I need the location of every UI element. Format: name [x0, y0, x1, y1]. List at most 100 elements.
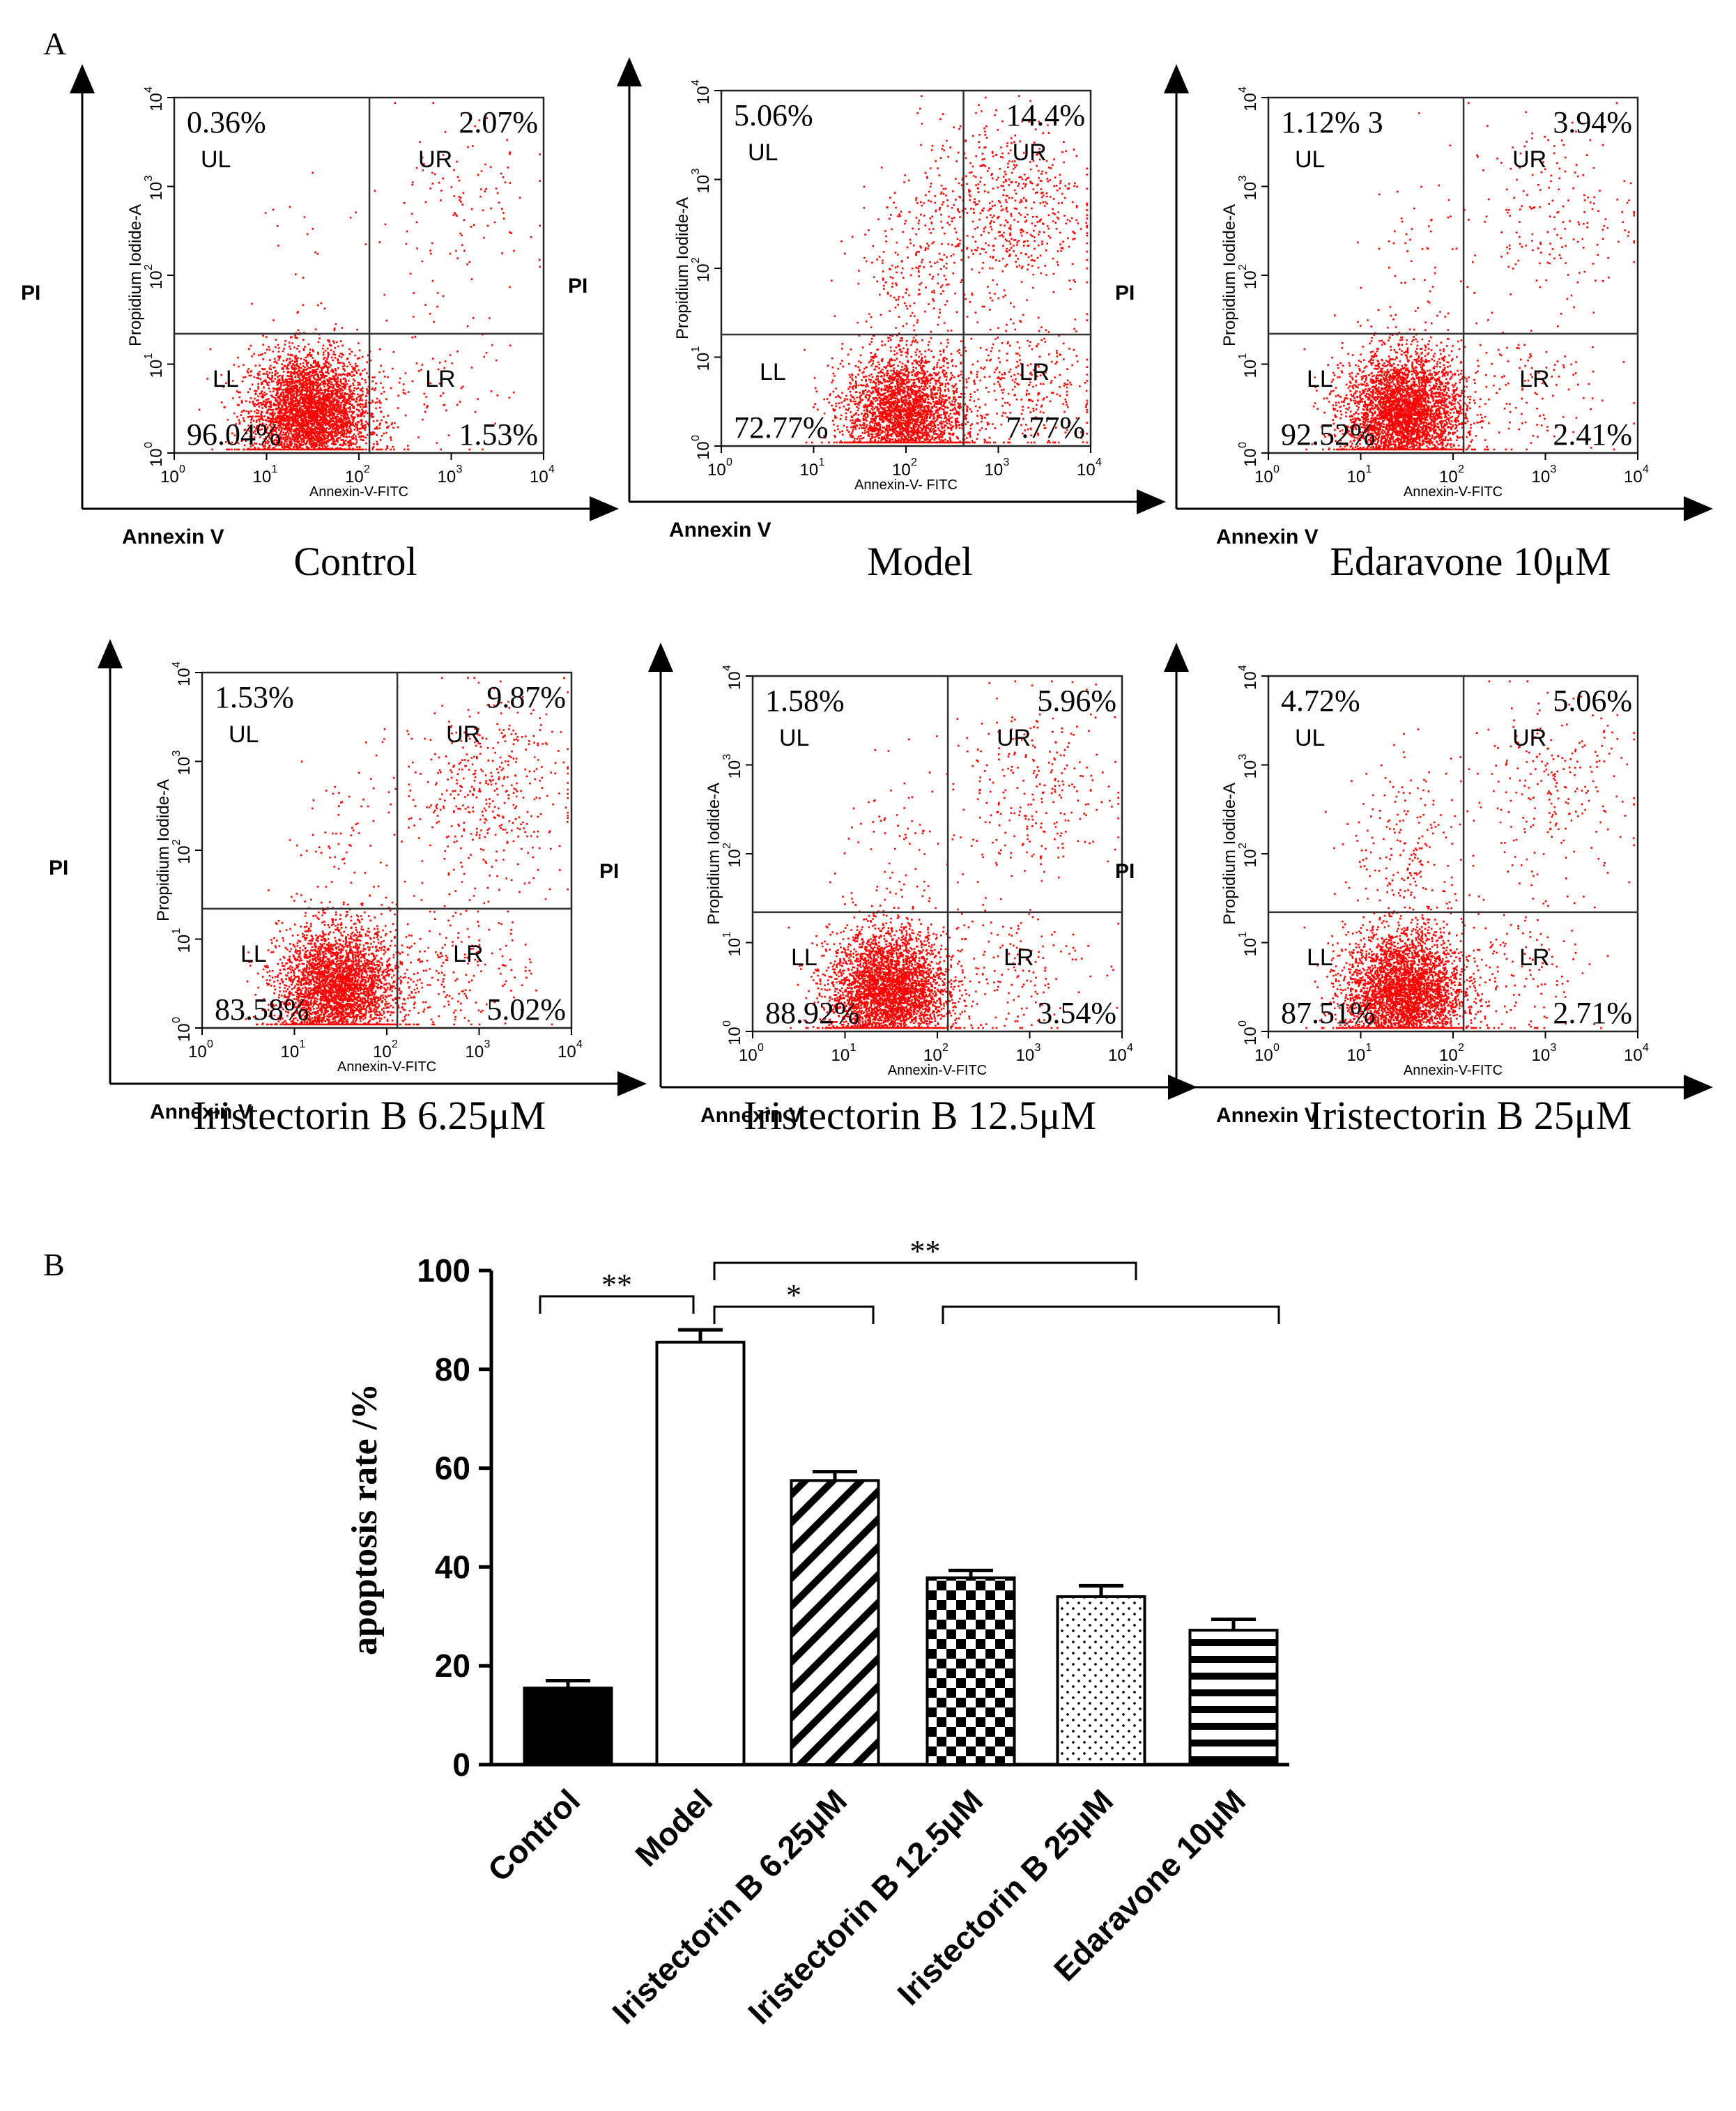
- y-tick-label-group: 104: [690, 79, 713, 105]
- lr-percent: 5.02%: [486, 992, 566, 1027]
- x-tick-label: 10: [253, 468, 272, 486]
- x-tick-label: 10: [739, 1046, 758, 1065]
- ur-percent: 14.4%: [1006, 98, 1085, 132]
- ll-label: LL: [760, 359, 786, 385]
- y-tick-label: 10: [1241, 360, 1260, 378]
- x-tick-exponent: 1: [1366, 463, 1372, 475]
- y-channel-group: Propidium Iodide-A: [705, 783, 723, 925]
- lr-label: LR: [1020, 359, 1050, 385]
- significance-label: **: [601, 1268, 632, 1302]
- y-channel-group: Propidium Iodide-A: [154, 779, 173, 921]
- y-tick-label-group: 101: [1237, 353, 1260, 378]
- y-tick-exponent: 4: [721, 665, 733, 671]
- y-tick-exponent: 2: [721, 843, 733, 849]
- x-tick-label: 10: [1439, 468, 1458, 486]
- y-tick-label: 10: [725, 671, 744, 690]
- y-tick-exponent: 1: [1237, 353, 1249, 360]
- x-tick-exponent: 3: [456, 463, 463, 475]
- y-tick-label-group: 100: [690, 435, 713, 460]
- y-tick-label-group: 104: [143, 86, 166, 112]
- x-tick-exponent: 1: [272, 463, 278, 475]
- y-tick-label: 60: [435, 1450, 470, 1487]
- y-tick-label-group: 103: [721, 754, 744, 779]
- x-axis-title: Annexin V: [700, 1104, 803, 1127]
- y-tick-label: 10: [694, 353, 713, 371]
- y-tick-label-group: 102: [721, 843, 744, 868]
- scatter-points: [804, 95, 1088, 444]
- x-tick-exponent: 4: [576, 1038, 583, 1050]
- x-tick-exponent: 4: [1643, 463, 1649, 475]
- x-tick-label: 10: [1077, 461, 1096, 479]
- y-tick-exponent: 0: [143, 442, 155, 448]
- y-tick-label-group: 102: [143, 264, 166, 289]
- y-tick-label: 10: [1241, 1027, 1260, 1045]
- ul-percent: 0.36%: [187, 105, 266, 139]
- y-tick-exponent: 4: [690, 79, 702, 86]
- x-tick-exponent: 3: [484, 1038, 491, 1050]
- category-label-group: Iristectorin B 12.5μM: [741, 1782, 990, 2031]
- ul-percent: 4.72%: [1281, 684, 1360, 718]
- panel-title: Model: [867, 539, 972, 584]
- y-tick-exponent: 2: [143, 264, 155, 270]
- y-tick-label: 10: [1241, 849, 1260, 868]
- ll-label: LL: [1307, 366, 1333, 392]
- y-tick-exponent: 0: [690, 435, 702, 441]
- y-channel-group: Propidium Iodide-A: [1220, 204, 1239, 346]
- category-label-group: Iristectorin B 6.25μM: [605, 1782, 854, 2031]
- y-tick-label: 10: [694, 263, 713, 282]
- x-channel-label: Annexin-V-FITC: [309, 484, 408, 500]
- significance-bracket: [713, 1261, 1137, 1280]
- y-tick-exponent: 2: [1237, 264, 1249, 270]
- ur-percent: 9.87%: [486, 680, 566, 714]
- x-tick-exponent: 2: [942, 1042, 948, 1054]
- ur-label: UR: [418, 146, 452, 173]
- x-tick-exponent: 1: [300, 1038, 306, 1050]
- ur-percent: 2.07%: [459, 105, 538, 139]
- lr-percent: 2.71%: [1553, 996, 1632, 1030]
- x-tick-exponent: 3: [1551, 463, 1557, 475]
- bar: [790, 1479, 880, 1766]
- lr-percent: 2.41%: [1553, 417, 1632, 452]
- y-channel-label: Propidium Iodide-A: [1220, 204, 1239, 346]
- x-tick-label: 10: [188, 1043, 207, 1061]
- category-label: Control: [481, 1782, 587, 1888]
- y-channel-label: Propidium Iodide-A: [673, 197, 692, 339]
- y-tick-label: 10: [175, 845, 194, 864]
- significance-bracket: [539, 1295, 695, 1314]
- ll-label: LL: [791, 944, 817, 971]
- x-tick-label: 10: [160, 468, 179, 486]
- significance-label: *: [786, 1278, 801, 1312]
- y-tick-label: 40: [435, 1549, 470, 1585]
- x-tick-label: 10: [1532, 1046, 1551, 1065]
- lr-percent: 7.77%: [1006, 410, 1085, 445]
- y-tick-label: 10: [1241, 448, 1260, 467]
- y-tick-label-group: 103: [171, 751, 194, 776]
- x-tick-label: 10: [923, 1046, 942, 1065]
- y-tick-label-group: 100: [171, 1017, 194, 1042]
- y-tick-exponent: 2: [1237, 843, 1249, 849]
- y-tick-label: 10: [1241, 93, 1260, 112]
- y-tick-label-group: 100: [1237, 442, 1260, 467]
- x-tick-exponent: 2: [364, 463, 370, 475]
- x-tick-label: 10: [1624, 468, 1643, 486]
- x-tick-exponent: 4: [1127, 1042, 1133, 1054]
- panel-title: Edaravone 10μM: [1330, 539, 1611, 584]
- y-tick-label: 10: [147, 448, 166, 467]
- y-tick-label: 10: [175, 668, 194, 686]
- x-tick-label: 10: [530, 468, 548, 486]
- lr-label: LR: [1004, 944, 1034, 971]
- y-axis-title: PI: [1115, 282, 1135, 305]
- y-channel-group: Propidium Iodide-A: [673, 197, 692, 339]
- ll-percent: 96.04%: [187, 417, 282, 452]
- x-channel-label: Annexin-V-FITC: [1404, 1063, 1503, 1078]
- x-tick-exponent: 3: [1004, 456, 1010, 468]
- panel-title: Control: [293, 539, 417, 584]
- ur-label: UR: [997, 725, 1031, 751]
- y-tick-label-group: 101: [690, 346, 713, 371]
- ur-label: UR: [1013, 139, 1047, 166]
- y-tick-label-group: 101: [721, 932, 744, 957]
- y-tick-label-group: 100: [143, 442, 166, 467]
- x-tick-exponent: 2: [1458, 1042, 1464, 1054]
- ul-label: UL: [779, 725, 809, 751]
